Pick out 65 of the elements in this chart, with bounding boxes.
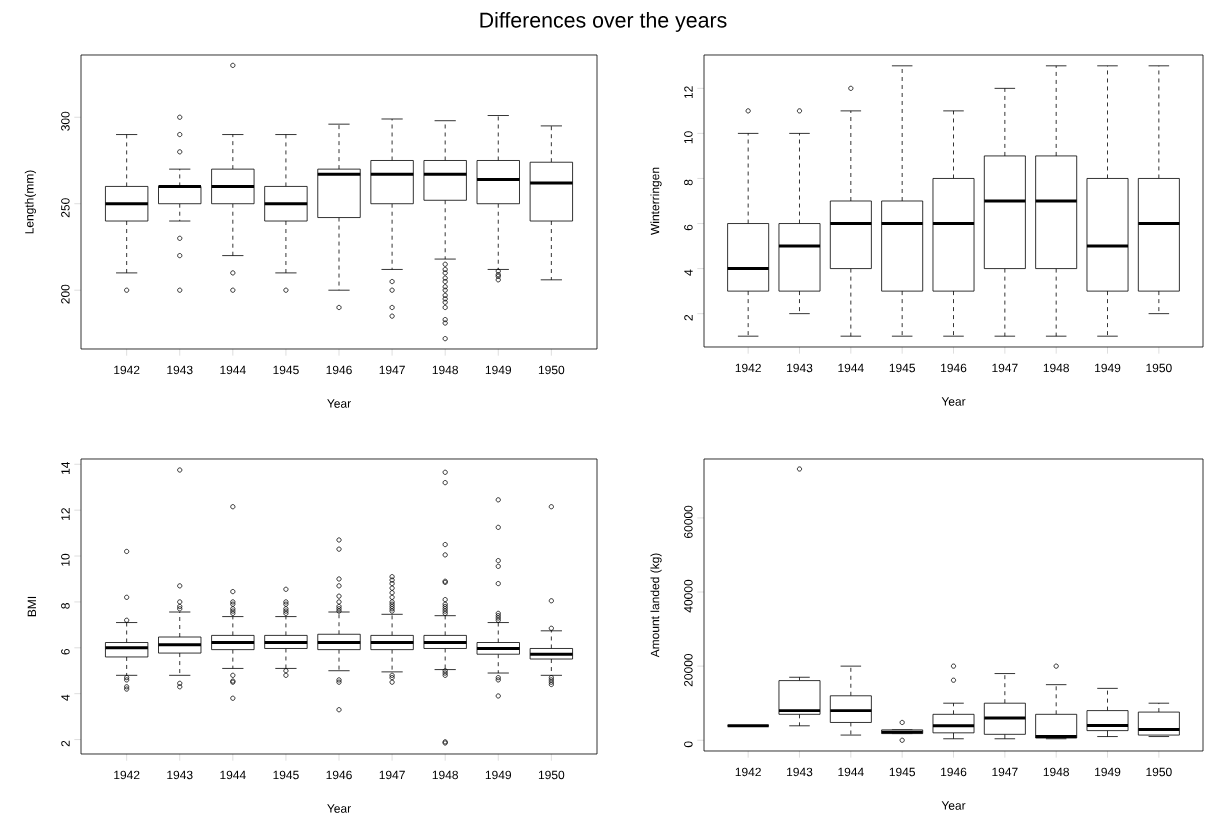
x-tick-label: 1950 [538,770,565,780]
y-axis-title: Winterringen [650,167,662,235]
y-tick-label: 20000 [684,653,693,687]
y-tick-label: 0 [684,741,693,748]
x-tick-label: 1942 [114,365,140,375]
x-tick-label: 1943 [167,770,193,780]
x-tick-label: 1945 [889,363,916,373]
x-tick-label: 1944 [220,770,246,780]
x-tick-label: 1949 [485,770,512,780]
y-tick-label: 60000 [684,505,693,538]
x-tick-label: 1948 [432,365,458,375]
y-tick-label: 12 [684,86,693,99]
y-tick-label: 10 [684,131,693,144]
x-tick-label: 1948 [432,770,458,780]
x-tick-label: 1946 [326,365,352,375]
x-tick-label: 1948 [1043,767,1069,777]
x-tick-label: 1950 [1146,363,1172,373]
x-tick-label: 1942 [114,770,140,780]
y-tick-label: 8 [61,603,70,609]
x-tick-label: 1947 [992,363,1018,373]
x-tick-label: 1944 [838,767,864,777]
y-axis-title: Length(mm) [24,170,36,234]
y-tick-label: 6 [61,648,70,655]
x-tick-label: 1947 [379,770,405,780]
x-tick-label: 1946 [941,363,967,373]
x-tick-label: 1945 [273,770,299,780]
x-tick-label: 1950 [538,365,565,375]
y-tick-label: 10 [61,553,70,566]
y-tick-label: 4 [684,269,693,276]
x-tick-label: 1947 [379,365,405,375]
x-tick-label: 1948 [1043,363,1069,373]
y-tick-label: 40000 [684,579,693,613]
x-tick-label: 1947 [992,767,1018,777]
y-axis-title: Amount landed (kg) [650,553,662,658]
y-tick-label: 2 [61,740,70,747]
x-tick-label: 1945 [273,365,299,375]
x-tick-label: 1943 [167,365,193,375]
y-tick-label: 200 [61,284,70,304]
x-tick-label: 1944 [838,363,864,373]
y-tick-label: 4 [61,694,70,701]
x-tick-label: 1949 [1095,767,1121,777]
x-tick-label: 1950 [1146,767,1172,777]
x-axis-title: Year [327,399,351,408]
y-tick-label: 8 [684,179,693,186]
x-tick-label: 1945 [889,767,916,777]
y-tick-label: 6 [684,224,693,231]
x-axis-title: Year [941,397,966,406]
x-tick-label: 1946 [941,767,967,777]
y-tick-label: 250 [61,198,70,218]
x-tick-label: 1943 [787,363,813,373]
x-tick-label: 1946 [326,770,352,780]
x-axis-title: Year [941,801,966,810]
y-tick-label: 300 [61,111,70,131]
x-tick-label: 1949 [485,365,512,375]
chart-title: Differences over the years [480,12,727,32]
x-tick-label: 1949 [1095,363,1121,373]
x-tick-label: 1942 [735,363,761,373]
y-tick-label: 14 [61,461,70,475]
y-axis-title: BMI [27,596,36,617]
x-tick-label: 1944 [220,365,246,375]
y-tick-label: 12 [61,508,70,520]
x-axis-title: Year [327,804,351,813]
y-tick-label: 2 [684,314,693,321]
x-tick-label: 1943 [787,767,813,777]
x-tick-label: 1942 [735,767,761,777]
